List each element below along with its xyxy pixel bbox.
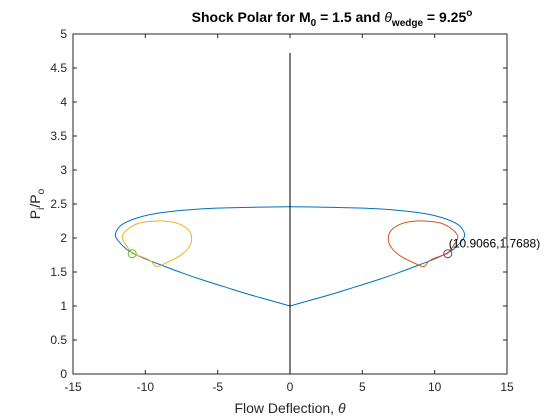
y-tick-label: 1	[60, 299, 67, 313]
x-tick-label: 0	[287, 380, 294, 394]
title-sub-wedge: wedge	[391, 18, 424, 29]
y-label-slash-p: /P	[27, 194, 43, 207]
y-tick-label: 4	[60, 95, 67, 109]
title-sub-mach: 0	[311, 18, 317, 29]
x-axis-label-theta: θ	[338, 400, 346, 416]
y-label-p: P	[27, 210, 43, 219]
x-tick-label: -15	[64, 380, 82, 394]
x-tick-label: -5	[212, 380, 223, 394]
x-tick-label: 5	[359, 380, 366, 394]
y-tick-label: 4.5	[50, 61, 67, 75]
marker-right-point	[443, 249, 453, 259]
title-middle: = 1.5 and	[316, 9, 384, 25]
x-axis-label: Flow Deflection, θ	[234, 400, 345, 416]
chart-title: Shock Polar for M0 = 1.5 and θwedge = 9.…	[192, 8, 473, 29]
x-tick-label: -10	[137, 380, 155, 394]
title-suffix: = 9.25	[423, 9, 466, 25]
y-tick-label: 2	[60, 231, 67, 245]
title-theta: θ	[384, 9, 392, 25]
title-prefix: Shock Polar for M	[192, 9, 311, 25]
title-degree-sup: o	[466, 8, 472, 19]
reflected-left-line	[121, 220, 193, 268]
y-tick-label: 0	[60, 367, 67, 381]
x-tick-label: 15	[500, 380, 514, 394]
y-tick-label: 1.5	[50, 265, 67, 279]
y-tick-labels: 0 0.5 1 1.5 2 2.5 3 3.5 4 4.5 5	[50, 27, 67, 381]
y-label-sub-o: o	[36, 188, 47, 194]
y-tick-label: 2.5	[50, 197, 67, 211]
y-tick-label: 3.5	[50, 129, 67, 143]
y-tick-label: 3	[60, 163, 67, 177]
y-label-sub-i: i	[36, 208, 47, 210]
reflected-right-line	[387, 220, 459, 268]
data-tip-annotation: (10.9066,1.7688)	[449, 237, 540, 251]
series-layer	[114, 53, 466, 374]
x-tick-label: 10	[428, 380, 442, 394]
marker-left-point	[127, 249, 137, 259]
marker-layer	[127, 249, 453, 259]
x-axis-label-text: Flow Deflection,	[234, 400, 337, 416]
y-axis-label: Pi/Po	[27, 188, 47, 219]
y-tick-label: 0.5	[50, 333, 67, 347]
x-tick-labels: -15 -10 -5 0 5 10 15	[64, 380, 514, 394]
y-tick-label: 5	[60, 27, 67, 41]
